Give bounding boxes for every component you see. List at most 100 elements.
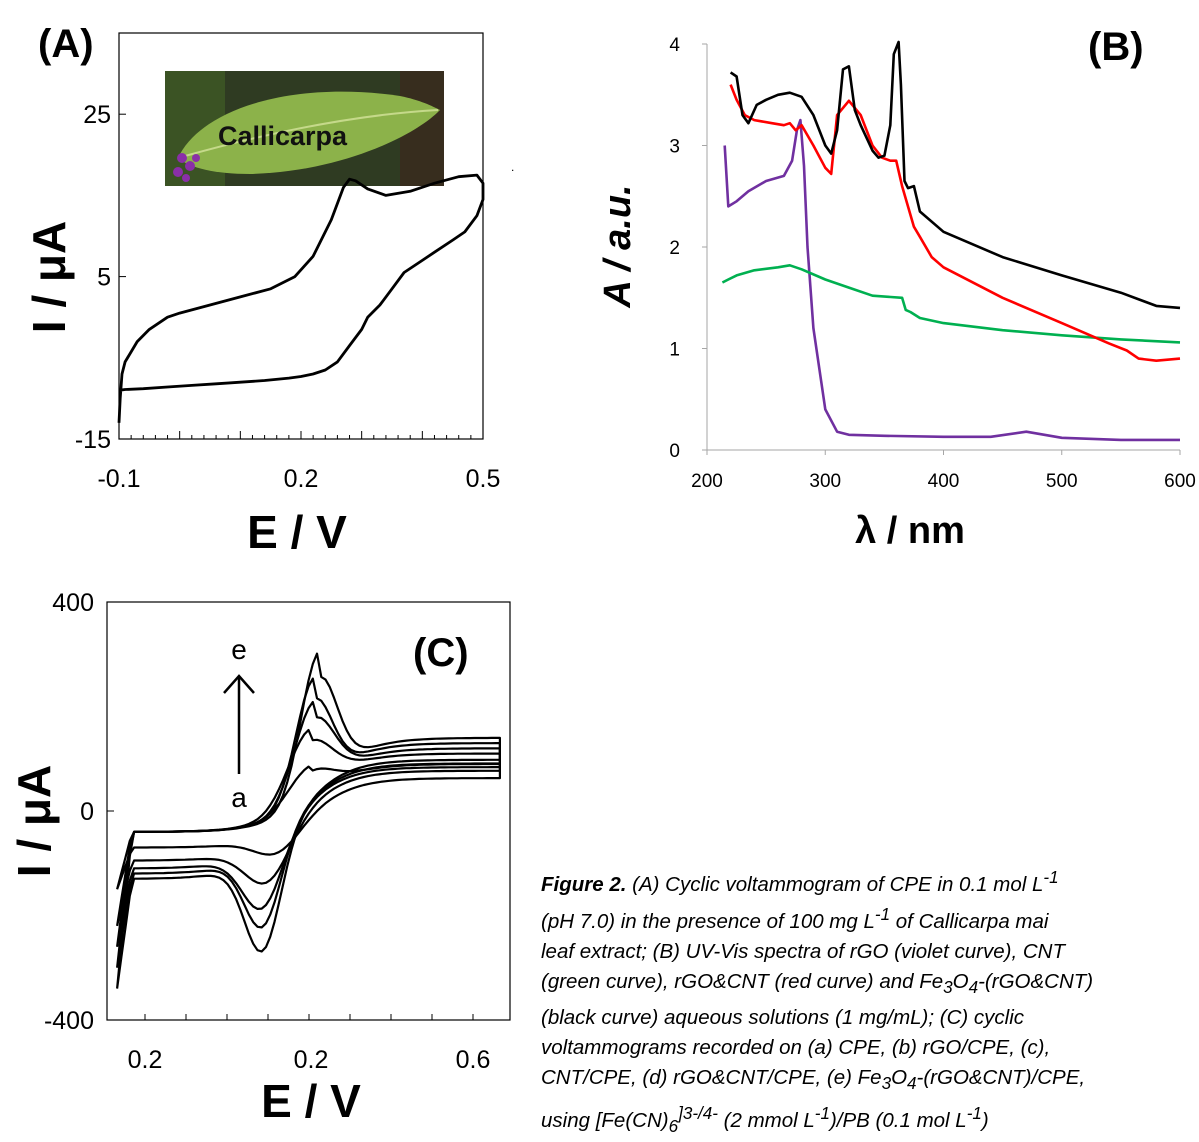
panel-a-y-tick-label: 5 <box>97 264 111 292</box>
caption-line-5: (black curve) aqueous solutions (1 mg/mL… <box>541 1003 1199 1033</box>
caption-text-8d: ) <box>981 1108 989 1132</box>
caption-sub-8: 6 <box>668 1116 679 1136</box>
panel-b-y-axis-title: A / a.u. <box>597 184 639 308</box>
panel-b-spectrum-line <box>723 118 1180 442</box>
panel-c-x-tick-label: 0.2 <box>128 1046 163 1074</box>
caption-line-6: voltammograms recorded on (a) CPE, (b) r… <box>541 1033 1199 1063</box>
caption-text-7o: O <box>891 1065 908 1089</box>
caption-text-2b: of Callicarpa mai <box>890 909 1049 933</box>
caption-sub-3: 3 <box>943 977 953 997</box>
panel-a-x-axis-title: E / V <box>247 506 347 558</box>
caption-sup-8c: -1 <box>966 1103 982 1123</box>
figure-caption: Figure 2. (A) Cyclic voltammogram of CPE… <box>541 863 1199 1142</box>
caption-line-2: (pH 7.0) in the presence of 100 mg L-1 o… <box>541 900 1199 937</box>
inset-label-callicarpa: Callicarpa <box>218 121 348 151</box>
panel-b-y-tick-label: 1 <box>669 340 680 361</box>
caption-text-1: (A) Cyclic voltammogram of CPE in 0.1 mo… <box>626 872 1044 896</box>
panel-a-cv-curve <box>117 173 485 423</box>
panel-c-x-tick-label: 0.6 <box>456 1046 491 1074</box>
caption-line-1: Figure 2. (A) Cyclic voltammogram of CPE… <box>541 863 1199 900</box>
caption-text-7b: -(rGO&CNT)/CPE, <box>916 1065 1086 1089</box>
panel-b-plot <box>721 40 1181 442</box>
panel-c-axes: 0.2 0.2 0.6 400 0 -400 <box>44 589 490 1074</box>
berry-1 <box>177 153 187 163</box>
caption-line-3: leaf extract; (B) UV-Vis spectra of rGO … <box>541 937 1199 967</box>
panel-c-y-tick-label: 0 <box>80 798 94 826</box>
panel-b-x-tick-label: 300 <box>809 471 841 492</box>
caption-line-8: using [Fe(CN)6]3-/4- (2 mmol L-1)/PB (0.… <box>541 1099 1199 1142</box>
panel-c: (C) 0.2 0.2 0.6 400 0 -400 e a I / μA E / V <box>8 589 511 1127</box>
panel-b-y-tick-label: 0 <box>669 441 680 462</box>
caption-sup-8: ]3-/4- <box>678 1103 718 1123</box>
panel-a-x-tick-label: 0.2 <box>284 465 319 493</box>
caption-text-8b: (2 mmol L <box>717 1108 815 1132</box>
caption-line-7: CNT/CPE, (d) rGO&CNT/CPE, (e) Fe3O4-(rGO… <box>541 1063 1199 1099</box>
panel-a: (A) Callicarpa -0.1 0.2 0.5 25 5 -15 I / μA E… <box>23 22 514 558</box>
panel-a-y-axis-title: I / μA <box>23 221 75 333</box>
caption-figure-label: Figure 2. <box>541 872 627 896</box>
panel-a-y-tick-label: -15 <box>75 426 111 454</box>
panel-a-x-tick-label: -0.1 <box>97 465 140 493</box>
caption-text-4o: O <box>952 969 969 993</box>
panel-a-inset-photo: Callicarpa <box>165 71 444 186</box>
panel-b: (B) 200 300 400 500 600 0 1 2 3 4 A / a.u. λ / nm <box>597 25 1196 552</box>
caption-sub-7b: 4 <box>907 1073 917 1093</box>
caption-text-2: (pH 7.0) in the presence of 100 mg L <box>541 909 875 933</box>
panel-c-y-tick-label: 400 <box>52 589 94 617</box>
scan-rate-arrow: e a <box>223 634 255 813</box>
panel-b-y-tick-label: 3 <box>669 137 680 158</box>
arrow-label-a: a <box>231 782 247 813</box>
panel-b-spectrum-line <box>729 84 1181 362</box>
caption-text-8c: )/PB (0.1 mol L <box>829 1108 967 1132</box>
caption-sup-1: -1 <box>1043 868 1059 887</box>
caption-sub-7a: 3 <box>881 1073 892 1093</box>
berry-2 <box>185 161 195 171</box>
panel-b-x-tick-label: 400 <box>928 471 960 492</box>
caption-text-4: (green curve), rGO&CNT (red curve) and F… <box>541 969 944 993</box>
stray-dot: . <box>511 160 514 174</box>
panel-b-x-tick-label: 600 <box>1164 471 1196 492</box>
berry-5 <box>182 174 190 182</box>
panel-b-axes: 200 300 400 500 600 0 1 2 3 4 <box>669 35 1195 492</box>
inset-berries <box>173 153 200 182</box>
inset-leaf-shape <box>178 91 440 174</box>
panel-b-y-tick-label: 4 <box>669 35 680 56</box>
panel-b-y-tick-label: 2 <box>669 238 680 259</box>
panel-a-plot <box>117 173 485 423</box>
panel-a-label: (A) <box>38 22 94 66</box>
panel-b-spectrum-line <box>721 264 1181 344</box>
panel-b-x-axis-title: λ / nm <box>855 510 965 552</box>
caption-text-5: (black curve) aqueous solutions (1 mg/mL… <box>541 1005 1025 1029</box>
berry-4 <box>192 154 200 162</box>
caption-sup-8b: -1 <box>814 1103 830 1123</box>
panel-c-cv-curve-a <box>116 762 501 890</box>
panel-c-plot <box>116 652 501 989</box>
panel-c-x-axis-title: E / V <box>261 1075 361 1127</box>
caption-text-8: using [Fe(CN) <box>541 1108 669 1132</box>
panel-c-y-axis-title: I / μA <box>8 765 60 877</box>
arrow-label-e: e <box>231 634 247 665</box>
panel-c-cv-curve-d <box>116 677 501 968</box>
caption-sub-4: 4 <box>968 977 979 997</box>
panel-b-x-tick-label: 200 <box>691 471 723 492</box>
panel-a-y-tick-label: 25 <box>83 101 111 129</box>
inset-leaf-vein <box>184 109 439 157</box>
caption-line-4: (green curve), rGO&CNT (red curve) and F… <box>541 967 1199 1003</box>
panel-c-x-tick-label: 0.2 <box>294 1046 329 1074</box>
panel-b-spectrum-line <box>729 40 1181 310</box>
panel-c-cv-curve-e <box>116 652 501 989</box>
berry-3 <box>173 167 183 177</box>
panel-c-y-tick-label: -400 <box>44 1007 94 1035</box>
panel-c-label: (C) <box>413 631 469 675</box>
caption-sup-2: -1 <box>874 904 891 924</box>
panel-b-x-tick-label: 500 <box>1046 471 1078 492</box>
caption-text-4b: -(rGO&CNT) <box>978 969 1094 993</box>
caption-text-7: CNT/CPE, (d) rGO&CNT/CPE, (e) Fe <box>541 1065 882 1089</box>
arrow-head <box>223 674 255 694</box>
caption-text-6: voltammograms recorded on (a) CPE, (b) r… <box>541 1035 1051 1059</box>
panel-a-x-tick-label: 0.5 <box>466 465 501 493</box>
panel-a-axes: -0.1 0.2 0.5 25 5 -15 <box>75 101 501 493</box>
panel-b-label: (B) <box>1088 25 1144 69</box>
caption-text-3: leaf extract; (B) UV-Vis spectra of rGO … <box>541 939 1066 963</box>
